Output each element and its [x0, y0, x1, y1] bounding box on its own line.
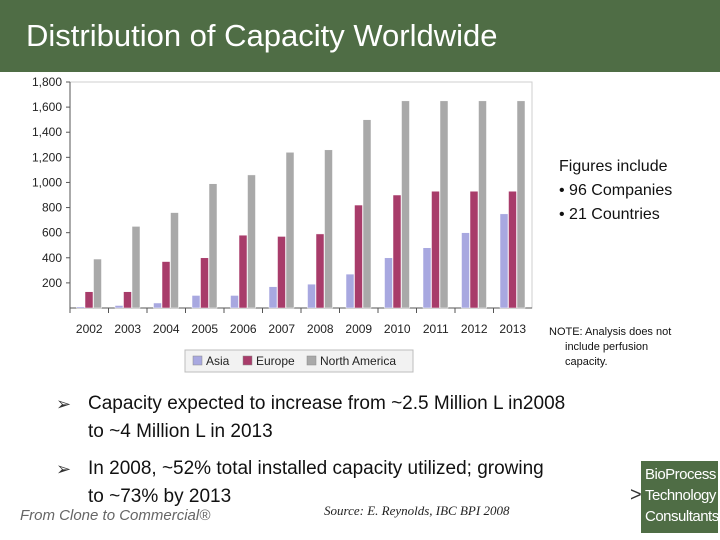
title-bar: Distribution of Capacity Worldwide — [0, 0, 720, 72]
y-tick-label: 200 — [42, 276, 62, 290]
bar-north-america — [285, 152, 295, 309]
x-tick-label: 2004 — [153, 322, 180, 336]
x-tick-label: 2002 — [76, 322, 103, 336]
source-citation: Source: E. Reynolds, IBC BPI 2008 — [324, 503, 510, 518]
bar-north-america — [516, 100, 526, 309]
y-tick-label: 1,800 — [32, 75, 62, 89]
bar-europe — [508, 190, 517, 309]
bar-asia — [345, 273, 355, 309]
legend-label: Asia — [206, 354, 230, 368]
bar-asia — [153, 302, 162, 309]
bar-europe — [161, 261, 171, 309]
y-tick-label: 1,000 — [32, 175, 62, 189]
bar-asia — [76, 306, 85, 309]
bar-europe — [238, 234, 248, 309]
bullet-capacity: ➢ Capacity expected to increase from ~2.… — [56, 390, 566, 446]
company-logo: BioProcess Technology Consultants® — [641, 461, 720, 533]
bar-north-america — [439, 100, 449, 309]
figures-heading: Figures include — [559, 158, 668, 175]
bullet-text: In 2008, ~52% total installed capacity u… — [88, 458, 544, 479]
bar-asia — [384, 257, 393, 309]
figures-item-countries: • 21 Countries — [559, 206, 660, 223]
y-tick-label: 1,200 — [32, 150, 62, 164]
logo-line: Technology — [645, 487, 716, 504]
bullet-utilization: ➢ In 2008, ~52% total installed capacity… — [56, 455, 544, 511]
slide-title: Distribution of Capacity Worldwide — [26, 18, 498, 53]
bar-north-america — [478, 100, 487, 309]
legend-label: North America — [320, 354, 396, 368]
logo-line: Consultants® — [645, 508, 720, 525]
bar-north-america — [170, 212, 179, 309]
bar-europe — [469, 190, 479, 309]
x-tick-label: 2010 — [384, 322, 411, 336]
arrow-bullet-icon: ➢ — [56, 459, 72, 479]
bar-asia — [422, 247, 432, 309]
x-tick-label: 2007 — [268, 322, 295, 336]
x-tick-label: 2012 — [461, 322, 488, 336]
y-tick-label: 1,400 — [32, 125, 62, 139]
y-tick-label: 600 — [42, 226, 62, 240]
logo-line: BioProcess — [645, 466, 716, 483]
legend-swatch — [242, 355, 253, 366]
bar-north-america — [208, 183, 218, 309]
bar-asia — [461, 232, 470, 309]
bullet-text: to ~4 Million L in 2013 — [88, 421, 273, 442]
x-tick-label: 2008 — [307, 322, 334, 336]
capacity-bar-chart: 200 400 600 800 1,000 1,200 1,400 1,600 1,800 200… — [32, 75, 533, 373]
bar-asia — [499, 213, 509, 309]
bar-north-america — [401, 100, 410, 309]
y-tick-label: 400 — [42, 251, 62, 265]
bar-north-america — [362, 119, 372, 309]
footer-tagline: From Clone to Commercial® — [20, 507, 211, 524]
note-line: include perfusion — [565, 341, 649, 353]
next-arrow-icon: > — [630, 484, 642, 506]
legend-swatch — [306, 355, 317, 366]
y-tick-label: 800 — [42, 201, 62, 215]
x-tick-label: 2011 — [423, 322, 449, 336]
bullet-text: Capacity expected to increase from ~2.5 … — [88, 393, 566, 414]
bar-europe — [200, 257, 209, 309]
bar-asia — [191, 295, 201, 309]
legend-swatch — [192, 355, 203, 366]
bar-asia — [268, 286, 278, 309]
bar-asia — [114, 305, 124, 309]
bar-europe — [315, 233, 325, 309]
bar-europe — [354, 204, 363, 309]
bar-asia — [307, 283, 316, 309]
arrow-bullet-icon: ➢ — [56, 394, 72, 414]
bar-asia — [230, 295, 239, 309]
bar-europe — [123, 291, 132, 309]
figures-item-companies: • 96 Companies — [559, 182, 673, 199]
note-line: NOTE: Analysis does not — [549, 326, 672, 338]
legend-label: Europe — [256, 354, 295, 368]
bar-europe — [431, 190, 440, 309]
x-tick-label: 2009 — [345, 322, 372, 336]
x-tick-label: 2005 — [191, 322, 218, 336]
x-tick-label: 2006 — [230, 322, 257, 336]
y-tick-label: 1,600 — [32, 100, 62, 114]
perfusion-note: NOTE: Analysis does not include perfusio… — [549, 325, 709, 370]
bar-europe — [84, 291, 94, 309]
bar-north-america — [324, 149, 333, 309]
figures-note: Figures include • 96 Companies • 21 Coun… — [559, 155, 672, 227]
bar-europe — [392, 194, 402, 309]
bar-north-america — [93, 258, 102, 309]
bar-europe — [277, 236, 286, 309]
note-line: capacity. — [565, 356, 608, 368]
bullet-text: to ~73% by 2013 — [88, 486, 232, 507]
x-tick-label: 2013 — [499, 322, 526, 336]
bar-north-america — [131, 226, 141, 309]
x-tick-label: 2003 — [114, 322, 141, 336]
legend-box — [184, 349, 414, 373]
bar-north-america — [247, 174, 256, 309]
